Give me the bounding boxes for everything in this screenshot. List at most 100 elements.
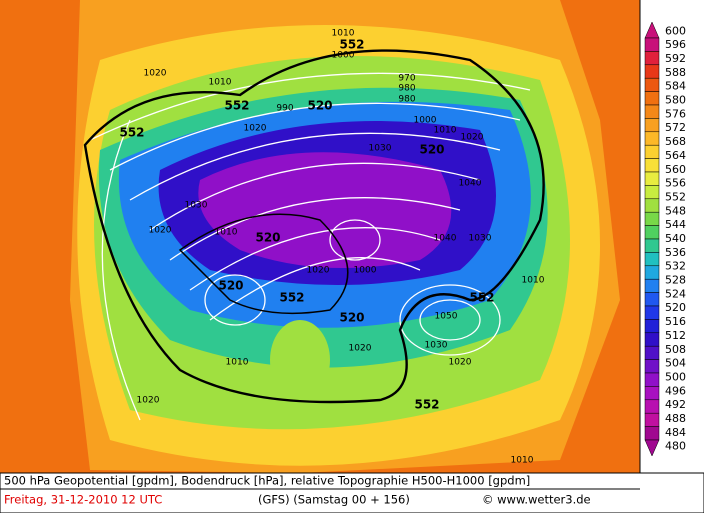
colorbar-label: 524: [665, 287, 686, 300]
colorbar-segment: [644, 359, 660, 374]
colorbar-segment: [644, 345, 660, 360]
colorbar-segment: [644, 104, 660, 119]
colorbar-label: 536: [665, 246, 686, 259]
colorbar-label: 504: [665, 357, 686, 370]
contour-label: 1040: [459, 179, 482, 189]
colorbar-label: 548: [665, 204, 686, 217]
colorbar-segment: [644, 37, 660, 52]
copyright: © www.wetter3.de: [482, 493, 591, 507]
colorbar-segment: [644, 305, 660, 320]
date: Freitag, 31-12-2010 12 UTC: [4, 493, 162, 507]
colorbar-label: 600: [665, 24, 686, 37]
footer-box: [0, 472, 704, 513]
colorbar-label: 596: [665, 38, 686, 51]
contour-label: 1020: [349, 344, 372, 354]
colorbar-segment: [644, 386, 660, 401]
colorbar-label: 528: [665, 274, 686, 287]
colorbar-segment: [644, 51, 660, 66]
contour-label: 1010: [209, 78, 232, 88]
contour-label: 1020: [449, 358, 472, 368]
colorbar-segment: [644, 278, 660, 293]
contour-label: 520: [255, 231, 280, 245]
isobars: [89, 72, 531, 421]
colorbar-label: 532: [665, 260, 686, 273]
zone: [198, 152, 452, 268]
contour-label: 520: [339, 311, 364, 325]
contour-label: 1030: [469, 234, 492, 244]
contour-label: 1030: [425, 341, 448, 351]
contour-label: 1010: [511, 456, 534, 466]
colorbar-label: 520: [665, 301, 686, 314]
contour-label: 1000: [414, 116, 437, 126]
colorbar-segment: [644, 399, 660, 414]
colorbar-label: 576: [665, 107, 686, 120]
colorbar-label: 592: [665, 52, 686, 65]
contour-label: 520: [307, 99, 332, 113]
zone: [270, 320, 330, 400]
colorbar-segment: [644, 332, 660, 347]
colorbar-label: 492: [665, 398, 686, 411]
colorbar-label: 544: [665, 218, 686, 231]
colorbar-segment: [644, 158, 660, 173]
colorbar-segment: [644, 144, 660, 159]
colorbar-label: 516: [665, 315, 686, 328]
contour-label: 1020: [137, 396, 160, 406]
contour-label: 1020: [244, 124, 267, 134]
contour-label: 1020: [144, 69, 167, 79]
colorbar-label: 552: [665, 190, 686, 203]
colorbar-label: 564: [665, 149, 686, 162]
colorbar-label: 488: [665, 412, 686, 425]
contour-label: 1010: [332, 29, 355, 39]
colorbar-label: 540: [665, 232, 686, 245]
contour-label: 1010: [215, 228, 238, 238]
colorbar-label: 480: [665, 440, 686, 453]
contour-label: 1030: [369, 144, 392, 154]
colorbar-label: 512: [665, 329, 686, 342]
contour-label: 1030: [185, 201, 208, 211]
contour-label: 980: [398, 84, 415, 94]
contour-label: 552: [279, 291, 304, 305]
contour-label: 1050: [435, 312, 458, 322]
colorbar-tip: [644, 439, 660, 457]
colorbar-segment: [644, 211, 660, 226]
contour-label: 990: [276, 104, 293, 114]
contour-label: 1000: [354, 266, 377, 276]
height-contours: [83, 49, 545, 404]
colorbar-segment: [644, 238, 660, 253]
contour-label: 1040: [434, 234, 457, 244]
colorbar-segment: [644, 265, 660, 280]
colorbar-label: 588: [665, 66, 686, 79]
model: (GFS) (Samstag 00 + 156): [258, 493, 410, 507]
colorbar-label: 508: [665, 343, 686, 356]
colorbar-segment: [644, 319, 660, 334]
contour-label: 520: [218, 279, 243, 293]
colorbar-label: 484: [665, 426, 686, 439]
colorbar-label: 556: [665, 177, 686, 190]
colorbar-segment: [644, 64, 660, 79]
colorbar-segment: [644, 426, 660, 441]
colorbar-label: 500: [665, 370, 686, 383]
contour-label: 1000: [332, 51, 355, 61]
contour-label: 980: [398, 95, 415, 105]
colorbar-segment: [644, 171, 660, 186]
colorbar-label: 580: [665, 94, 686, 107]
contour-label: 552: [469, 291, 494, 305]
contour-label: 1010: [226, 358, 249, 368]
description: 500 hPa Geopotential [gpdm], Bodendruck …: [4, 474, 530, 488]
colorbar-segment: [644, 185, 660, 200]
contour-label: 1020: [307, 266, 330, 276]
colorbar-segment: [644, 372, 660, 387]
map-area: [0, 0, 640, 473]
contour-label: 552: [414, 398, 439, 412]
colorbar-label: 560: [665, 163, 686, 176]
colorbar-label: 568: [665, 135, 686, 148]
contour-label: 1010: [434, 126, 457, 136]
contour-label: 520: [419, 143, 444, 157]
colorbar-label: 584: [665, 80, 686, 93]
contour-label: 1020: [149, 226, 172, 236]
contour-label: 552: [224, 99, 249, 113]
colorbar-segment: [644, 131, 660, 146]
colorbar-segment: [644, 198, 660, 213]
contour-label: 1020: [461, 133, 484, 143]
